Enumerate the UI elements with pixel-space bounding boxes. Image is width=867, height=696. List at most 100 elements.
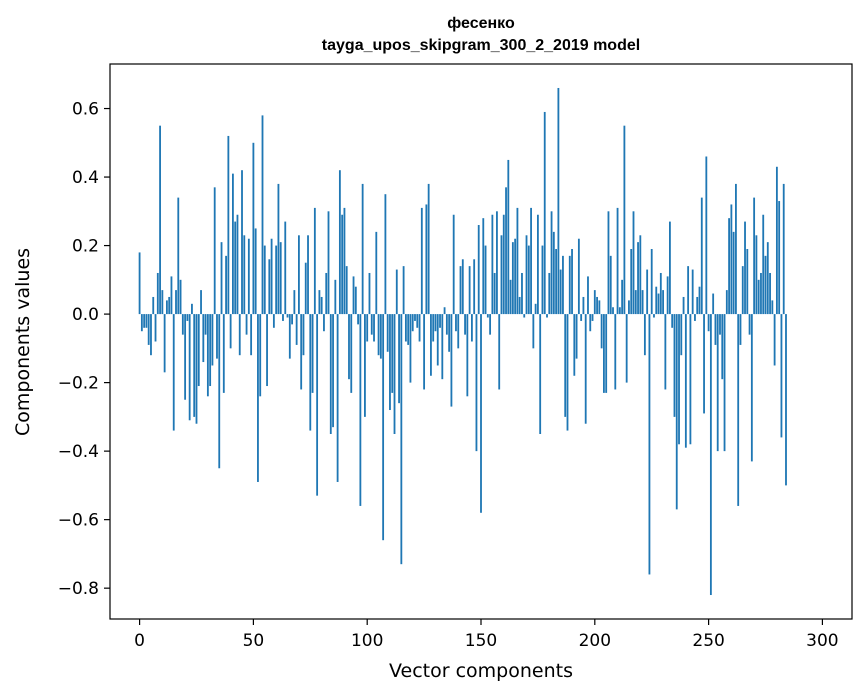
bar <box>496 211 498 315</box>
bar <box>557 87 560 315</box>
bar <box>775 166 778 315</box>
bar <box>291 314 293 325</box>
bar <box>140 314 143 332</box>
bar <box>766 242 769 315</box>
bar <box>598 300 601 315</box>
bar <box>143 314 146 328</box>
bar <box>206 314 209 397</box>
bar <box>247 238 250 315</box>
bar <box>782 183 785 315</box>
x-tick-label: 0 <box>134 631 145 651</box>
bar <box>566 314 569 431</box>
bar <box>716 314 719 452</box>
bar <box>714 314 717 345</box>
bar <box>675 314 678 510</box>
bar <box>735 183 737 315</box>
bar <box>418 314 421 342</box>
bar <box>420 207 423 315</box>
y-tick-label: 0.0 <box>72 305 99 325</box>
bar <box>268 259 271 315</box>
bar <box>455 314 457 332</box>
bar <box>156 272 159 315</box>
bar <box>521 272 523 315</box>
bar <box>473 259 476 315</box>
bar <box>730 204 733 315</box>
bar <box>165 300 168 315</box>
y-tick-label: 0.6 <box>72 100 99 120</box>
bar <box>368 272 371 315</box>
bar <box>689 314 692 445</box>
bar <box>309 314 312 431</box>
bar <box>409 314 412 383</box>
bar <box>250 314 253 356</box>
bar <box>354 286 357 315</box>
bar-series <box>138 87 787 596</box>
bar <box>630 249 633 315</box>
bar <box>659 272 662 315</box>
bar <box>507 159 510 315</box>
bar <box>184 314 187 400</box>
bar <box>762 214 765 315</box>
bar <box>359 314 362 506</box>
bar <box>191 303 193 315</box>
x-tick-label: 150 <box>465 631 497 651</box>
bar <box>150 314 152 356</box>
bar <box>391 314 394 393</box>
bar <box>732 231 735 315</box>
bar <box>748 314 751 335</box>
bar <box>357 314 359 325</box>
bar <box>646 269 649 315</box>
bar <box>229 314 232 349</box>
bar <box>536 214 539 315</box>
bar <box>181 314 184 335</box>
bar <box>448 314 451 352</box>
bar <box>546 314 548 318</box>
bar <box>393 314 396 434</box>
bar <box>769 272 771 315</box>
x-axis-ticks: 0 50 100 150 200 250 300 <box>134 619 839 651</box>
chart-subtitle: tayga_upos_skipgram_300_2_2019 model <box>322 37 640 54</box>
bar <box>491 214 494 315</box>
bar <box>423 314 426 390</box>
bar <box>723 314 726 452</box>
bar <box>154 314 157 342</box>
bar <box>311 314 314 393</box>
bar <box>753 197 756 315</box>
bar <box>277 183 280 315</box>
bar <box>445 314 448 335</box>
bar <box>284 221 287 315</box>
bar <box>430 314 432 376</box>
bar <box>245 314 248 335</box>
bar <box>175 290 177 315</box>
x-tick-label: 250 <box>692 631 724 651</box>
bar <box>623 125 626 315</box>
bar <box>662 290 664 315</box>
bar <box>527 245 530 315</box>
x-tick-label: 200 <box>579 631 611 651</box>
bar <box>721 314 724 380</box>
x-axis-label: Vector components <box>389 660 573 682</box>
bar <box>518 296 521 315</box>
bar <box>587 276 589 315</box>
bar <box>523 314 526 318</box>
bar <box>416 314 419 328</box>
bar <box>145 314 148 328</box>
bar <box>532 314 535 349</box>
bar <box>172 314 175 431</box>
bar <box>211 314 214 366</box>
bar <box>186 314 189 321</box>
bar <box>505 187 507 315</box>
bar <box>589 314 592 332</box>
bar <box>757 279 760 315</box>
bar <box>641 290 644 315</box>
bar <box>764 255 767 315</box>
bar <box>593 290 596 315</box>
bar <box>571 249 573 315</box>
bar <box>238 314 241 356</box>
bar <box>696 296 699 315</box>
bar <box>573 314 576 376</box>
y-axis-label: Components values <box>12 248 34 436</box>
bar <box>778 201 781 315</box>
bar <box>252 142 255 315</box>
bar <box>279 242 282 315</box>
